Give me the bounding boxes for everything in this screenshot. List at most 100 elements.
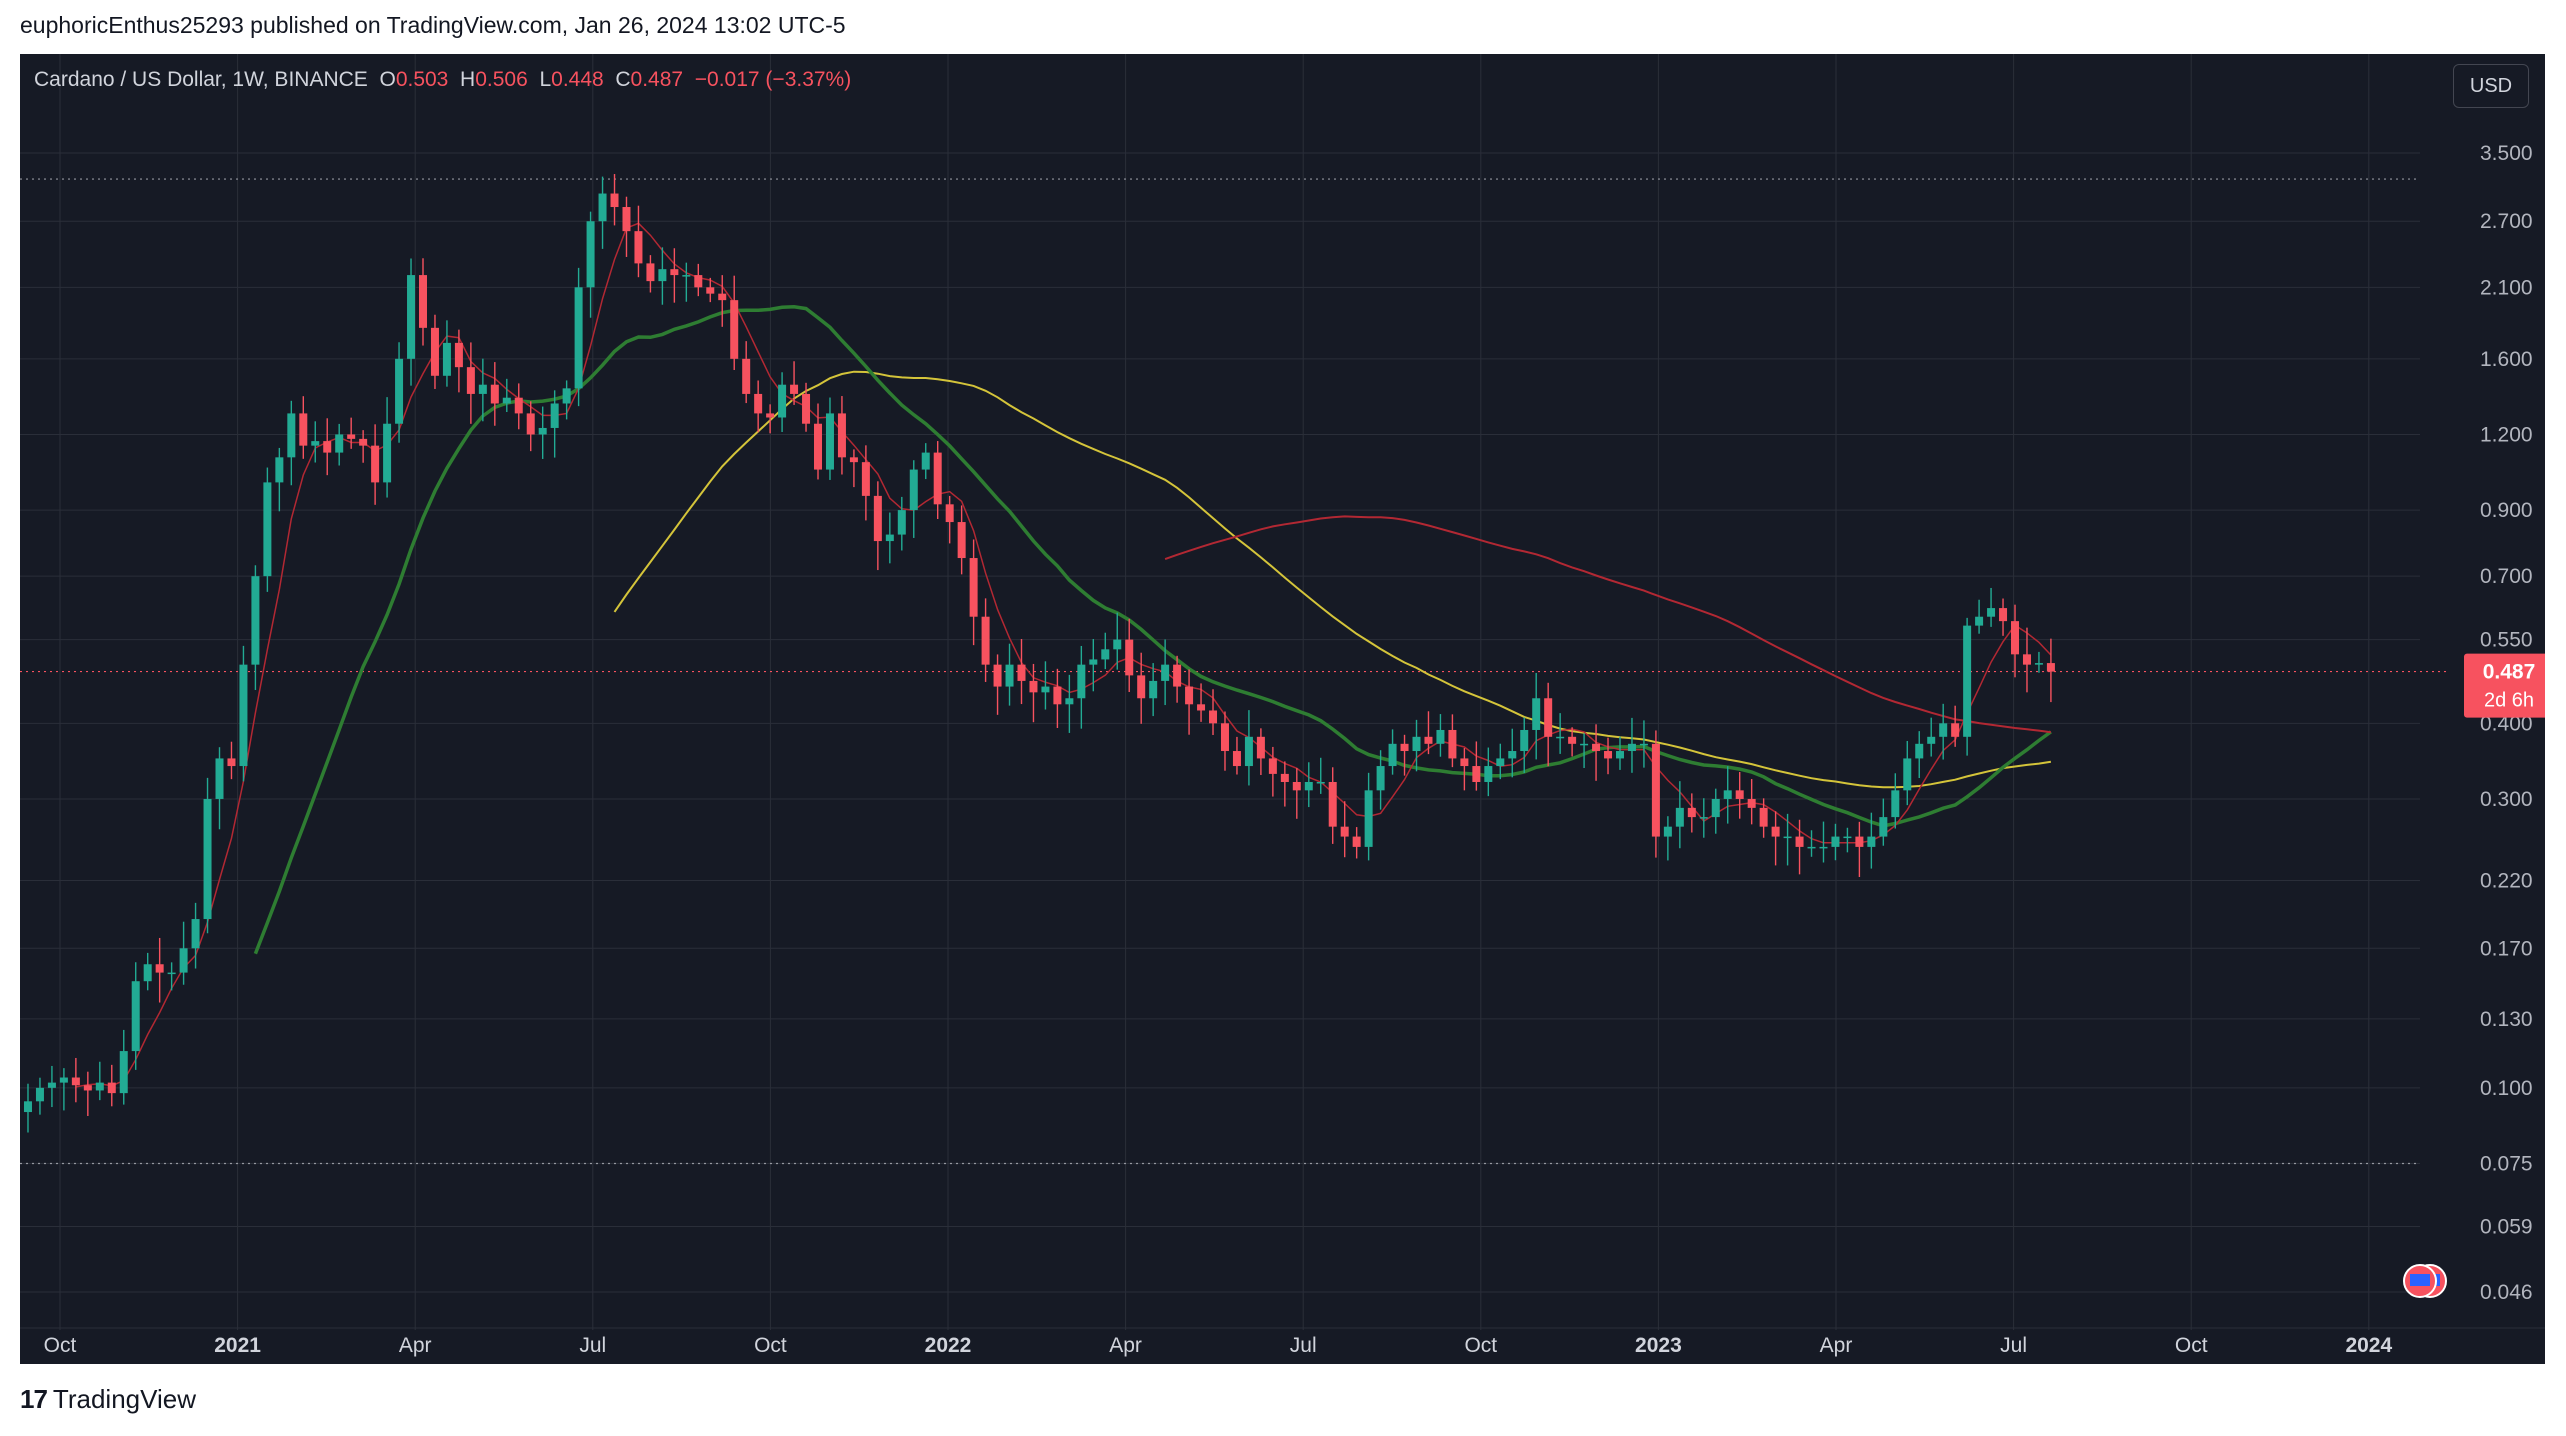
candle-body xyxy=(395,358,404,424)
candle-body xyxy=(1496,758,1505,767)
candle-body xyxy=(35,1087,44,1102)
candle-body xyxy=(873,495,882,542)
candle-body xyxy=(993,664,1002,687)
candle-body xyxy=(1508,751,1517,759)
candle-body xyxy=(682,275,691,277)
candle-body xyxy=(143,964,152,982)
candle-body xyxy=(1520,729,1529,752)
candle-body xyxy=(359,438,368,446)
candle-body xyxy=(1436,729,1445,744)
candle-body xyxy=(670,269,679,276)
candle-body xyxy=(1185,686,1194,705)
candle-body xyxy=(1077,664,1086,699)
candle-body xyxy=(407,275,416,359)
candle-body xyxy=(837,413,846,458)
candle-body xyxy=(59,1077,68,1083)
currency-button[interactable]: USD xyxy=(2453,64,2529,108)
candle-body xyxy=(371,445,380,483)
candle-body xyxy=(1627,743,1636,752)
candle-body xyxy=(730,300,739,359)
y-tick-label: 0.400 xyxy=(2480,712,2533,735)
candle-body xyxy=(1209,710,1218,724)
candle-body xyxy=(478,384,487,394)
candle-body xyxy=(909,469,918,511)
candle-body xyxy=(1795,836,1804,847)
candle-body xyxy=(1831,836,1840,847)
candle-body xyxy=(861,462,870,496)
candle-body xyxy=(239,664,248,767)
candle-body xyxy=(1113,639,1122,650)
candle-body xyxy=(47,1082,56,1088)
tradingview-logo-icon: 17 xyxy=(20,1384,48,1414)
x-tick-label: Apr xyxy=(399,1334,432,1357)
candle-body xyxy=(1663,826,1672,837)
chart-panel[interactable]: 3.500 2.700 2.100 1.600 1.200 0.900 0.700 0.550… xyxy=(20,54,2545,1364)
candle-body xyxy=(155,964,164,973)
candle-body xyxy=(694,275,703,288)
ma-long-line[interactable] xyxy=(1164,515,2052,734)
candle-body xyxy=(1089,659,1098,665)
candle-body xyxy=(1280,773,1289,782)
y-tick-label: 0.170 xyxy=(2480,937,2533,960)
candle-body xyxy=(1005,664,1014,687)
candle-body xyxy=(814,423,823,470)
candle-body xyxy=(802,393,811,424)
candle-body xyxy=(1197,704,1206,711)
x-tick-label: Apr xyxy=(1109,1334,1142,1357)
ma-slow-line[interactable] xyxy=(613,370,2052,789)
candle-body xyxy=(610,193,619,208)
candle-body xyxy=(1651,743,1660,837)
candle-body xyxy=(2022,654,2031,665)
candle-body xyxy=(1388,743,1397,767)
candle-body xyxy=(1448,729,1457,759)
candle-body xyxy=(1316,781,1325,784)
candle-body xyxy=(1220,723,1229,752)
candle-body xyxy=(1867,836,1876,847)
candle-body xyxy=(215,758,224,799)
candle-body xyxy=(251,576,260,665)
candle-body xyxy=(1101,649,1110,660)
candle-body xyxy=(706,287,715,294)
candle-body xyxy=(107,1082,116,1094)
x-tick-label: 2023 xyxy=(1635,1334,1682,1357)
candle-body xyxy=(562,388,571,404)
candle-body xyxy=(1017,664,1026,681)
price-tag-box xyxy=(2464,653,2545,718)
candle-body xyxy=(119,1051,128,1094)
candle-body xyxy=(418,275,427,328)
candle-body xyxy=(1065,698,1074,705)
candle-body xyxy=(490,384,499,404)
candle-body xyxy=(287,413,296,458)
y-tick-label: 2.700 xyxy=(2480,210,2533,233)
x-tick-label: Oct xyxy=(44,1334,77,1357)
candle-body xyxy=(1161,664,1170,681)
y-tick-label: 0.550 xyxy=(2480,629,2533,652)
candle-body xyxy=(2034,663,2043,665)
candle-body xyxy=(1747,798,1756,808)
y-tick-label: 0.059 xyxy=(2480,1216,2533,1239)
candle-body xyxy=(778,384,787,418)
candle-body xyxy=(1604,751,1613,759)
price-chart[interactable]: 3.500 2.700 2.100 1.600 1.200 0.900 0.700 0.550… xyxy=(20,54,2545,1364)
candle-body xyxy=(1639,743,1648,746)
candle-body xyxy=(921,452,930,470)
economic-events-flag-icon[interactable] xyxy=(2403,1264,2447,1298)
candle-body xyxy=(1376,766,1385,791)
publication-info: euphoricEnthus25293 published on Trading… xyxy=(20,12,846,38)
symbol-name: Cardano / US Dollar, 1W, BINANCE xyxy=(34,68,368,91)
candle-body xyxy=(502,397,511,404)
footer-brand[interactable]: 17 TradingView xyxy=(20,1384,196,1415)
candle-body xyxy=(1173,664,1182,687)
candle-body xyxy=(646,263,655,282)
ma-fast-line[interactable] xyxy=(75,222,2052,1088)
candle-body xyxy=(1268,758,1277,774)
candle-body xyxy=(131,981,140,1052)
candle-body xyxy=(1232,751,1241,767)
candle-body xyxy=(1735,790,1744,799)
candle-body xyxy=(825,413,834,470)
candle-body xyxy=(1472,766,1481,782)
candle-body xyxy=(933,452,942,505)
candle-body xyxy=(766,413,775,418)
y-tick-label: 0.300 xyxy=(2480,788,2533,811)
ma-mid-line[interactable] xyxy=(253,305,2052,955)
